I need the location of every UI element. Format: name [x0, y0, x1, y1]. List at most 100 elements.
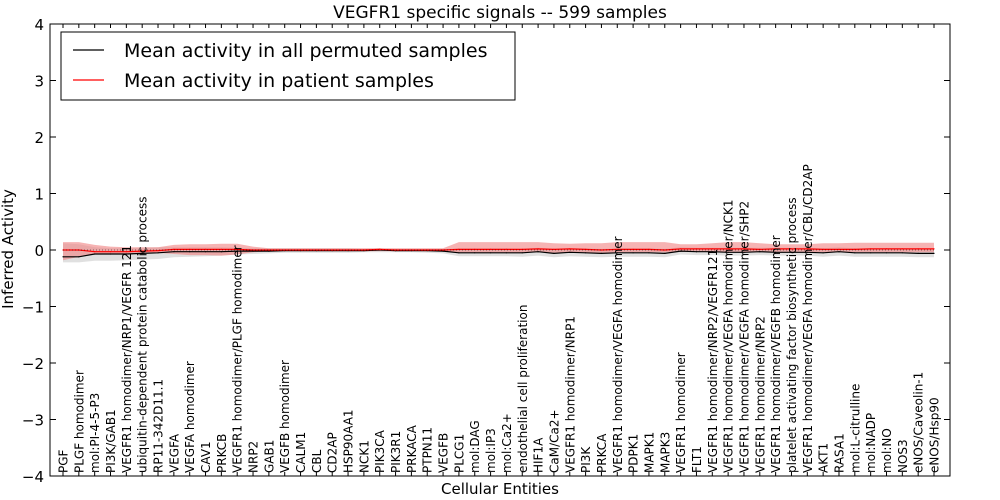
- y-tick-label: 0: [34, 242, 44, 260]
- x-tick-label: PIK3CA: [373, 429, 387, 473]
- point-patient: [268, 249, 270, 251]
- x-tick-label: PI3K: [579, 446, 593, 473]
- x-tick-label: PRKCA: [595, 433, 609, 473]
- point-patient: [806, 248, 808, 250]
- y-tick-label: 2: [34, 129, 44, 147]
- x-tick-label: mol:L-citrulline: [848, 384, 862, 473]
- point-permuted: [78, 256, 80, 258]
- point-patient: [901, 248, 903, 250]
- point-permuted: [204, 251, 207, 253]
- x-tick-label: CAV1: [199, 441, 213, 473]
- x-tick-label: GAB1: [262, 440, 276, 473]
- point-patient: [885, 248, 888, 250]
- legend-label-permuted: Mean activity in all permuted samples: [124, 40, 487, 62]
- x-tick-label: VEGFR1 homodimer/VEGFA homodimer/SHP2: [738, 201, 752, 473]
- point-permuted: [600, 252, 603, 254]
- point-permuted: [220, 251, 222, 253]
- x-tick-label: PIK3R1: [389, 431, 403, 473]
- point-permuted: [252, 250, 254, 252]
- point-patient: [537, 248, 539, 250]
- x-tick-label: NRP2: [247, 441, 261, 473]
- point-permuted: [109, 253, 112, 255]
- line-patient: [63, 248, 934, 253]
- x-tick-label: ubiquitin-dependent protein catabolic pr…: [136, 197, 150, 473]
- point-patient: [790, 248, 793, 250]
- x-tick-label: VEGFR1 homodimer/VEGFA homodimer/NCK1: [722, 199, 736, 473]
- point-permuted: [94, 253, 96, 255]
- y-tick-label: −4: [22, 468, 44, 486]
- point-patient: [743, 248, 745, 250]
- y-axis-label: Inferred Activity: [0, 189, 17, 309]
- x-tick-label: VEGFA: [167, 433, 181, 473]
- point-permuted: [62, 256, 64, 258]
- point-patient: [664, 249, 666, 251]
- point-patient: [490, 248, 492, 250]
- point-patient: [442, 249, 444, 251]
- x-tick-label: PRKACA: [405, 424, 419, 473]
- x-tick-label: mol:PI-4-5-P3: [88, 393, 102, 473]
- x-tick-label: eNOS/Hsp90: [928, 397, 942, 473]
- point-permuted: [885, 252, 888, 254]
- point-patient: [220, 248, 222, 250]
- point-permuted: [648, 252, 650, 254]
- x-tick-label: VEGFA homodimer: [183, 361, 197, 473]
- point-permuted: [458, 252, 460, 254]
- x-tick-label: NCK1: [357, 440, 371, 473]
- x-tick-label: VEGFB: [437, 433, 451, 473]
- point-patient: [204, 248, 207, 250]
- x-tick-label: HSP90AA1: [342, 409, 356, 473]
- line-permuted: [63, 249, 934, 258]
- point-permuted: [933, 252, 935, 254]
- point-permuted: [759, 251, 761, 253]
- point-permuted: [790, 251, 793, 253]
- point-permuted: [743, 251, 745, 253]
- point-patient: [125, 251, 127, 253]
- x-tick-label: VEGFR1 homodimer/NRP2: [753, 316, 767, 473]
- x-tick-label: CaM/Ca2+: [547, 409, 561, 473]
- x-axis-label: Cellular Entities: [441, 480, 559, 498]
- point-patient: [157, 250, 159, 252]
- legend: Mean activity in all permuted samples Me…: [60, 31, 516, 101]
- x-tick-label: PLGF homodimer: [72, 370, 86, 473]
- band-patient: [63, 242, 934, 261]
- y-tick-label: −2: [22, 355, 44, 373]
- point-permuted: [268, 250, 270, 252]
- x-tick-label: VEGFR1 homodimer/NRP1: [563, 316, 577, 473]
- point-permuted: [141, 252, 143, 254]
- x-tick-label: eNOS/Caveolin-1: [912, 372, 926, 473]
- point-patient: [870, 248, 872, 250]
- legend-box: [60, 31, 516, 101]
- point-permuted: [695, 251, 698, 253]
- point-patient: [553, 248, 555, 250]
- x-tick-label: MAPK1: [642, 432, 656, 473]
- point-permuted: [553, 252, 555, 254]
- chart-title: VEGFR1 specific signals -- 599 samples: [333, 3, 667, 23]
- y-tick-label: 1: [34, 186, 44, 204]
- point-permuted: [901, 252, 903, 254]
- point-permuted: [727, 251, 729, 253]
- y-tick-label: 3: [34, 73, 44, 91]
- point-patient: [109, 251, 112, 253]
- x-tick-label: VEGFB homodimer: [278, 360, 292, 473]
- point-permuted: [854, 252, 856, 254]
- point-permuted: [521, 252, 523, 254]
- x-tick-label: RASA1: [833, 433, 847, 473]
- point-patient: [711, 248, 713, 250]
- x-tick-label: mol:NADP: [864, 413, 878, 473]
- y-axis-ticks: −4 −3 −2 −1 0 1 2 3 4: [22, 16, 950, 486]
- point-patient: [616, 248, 618, 250]
- point-permuted: [585, 252, 587, 254]
- point-permuted: [537, 251, 539, 253]
- point-patient: [315, 249, 317, 251]
- legend-label-patient: Mean activity in patient samples: [124, 70, 434, 92]
- x-tick-labels: PGF PLGF homodimer mol:PI-4-5-P3 PI3K/GAB1 V…: [57, 164, 942, 473]
- point-patient: [331, 249, 333, 251]
- point-permuted: [616, 252, 618, 254]
- point-patient: [569, 248, 571, 250]
- point-patient: [695, 248, 698, 250]
- x-tick-label: platelet activating factor biosynthetic …: [785, 197, 799, 473]
- x-tick-label: MAPK3: [658, 432, 672, 473]
- x-tick-label: FLT1: [690, 446, 704, 473]
- x-tick-label: VEGFR1 homodimer/VEGFB homodimer: [769, 235, 783, 473]
- point-permuted: [157, 252, 159, 254]
